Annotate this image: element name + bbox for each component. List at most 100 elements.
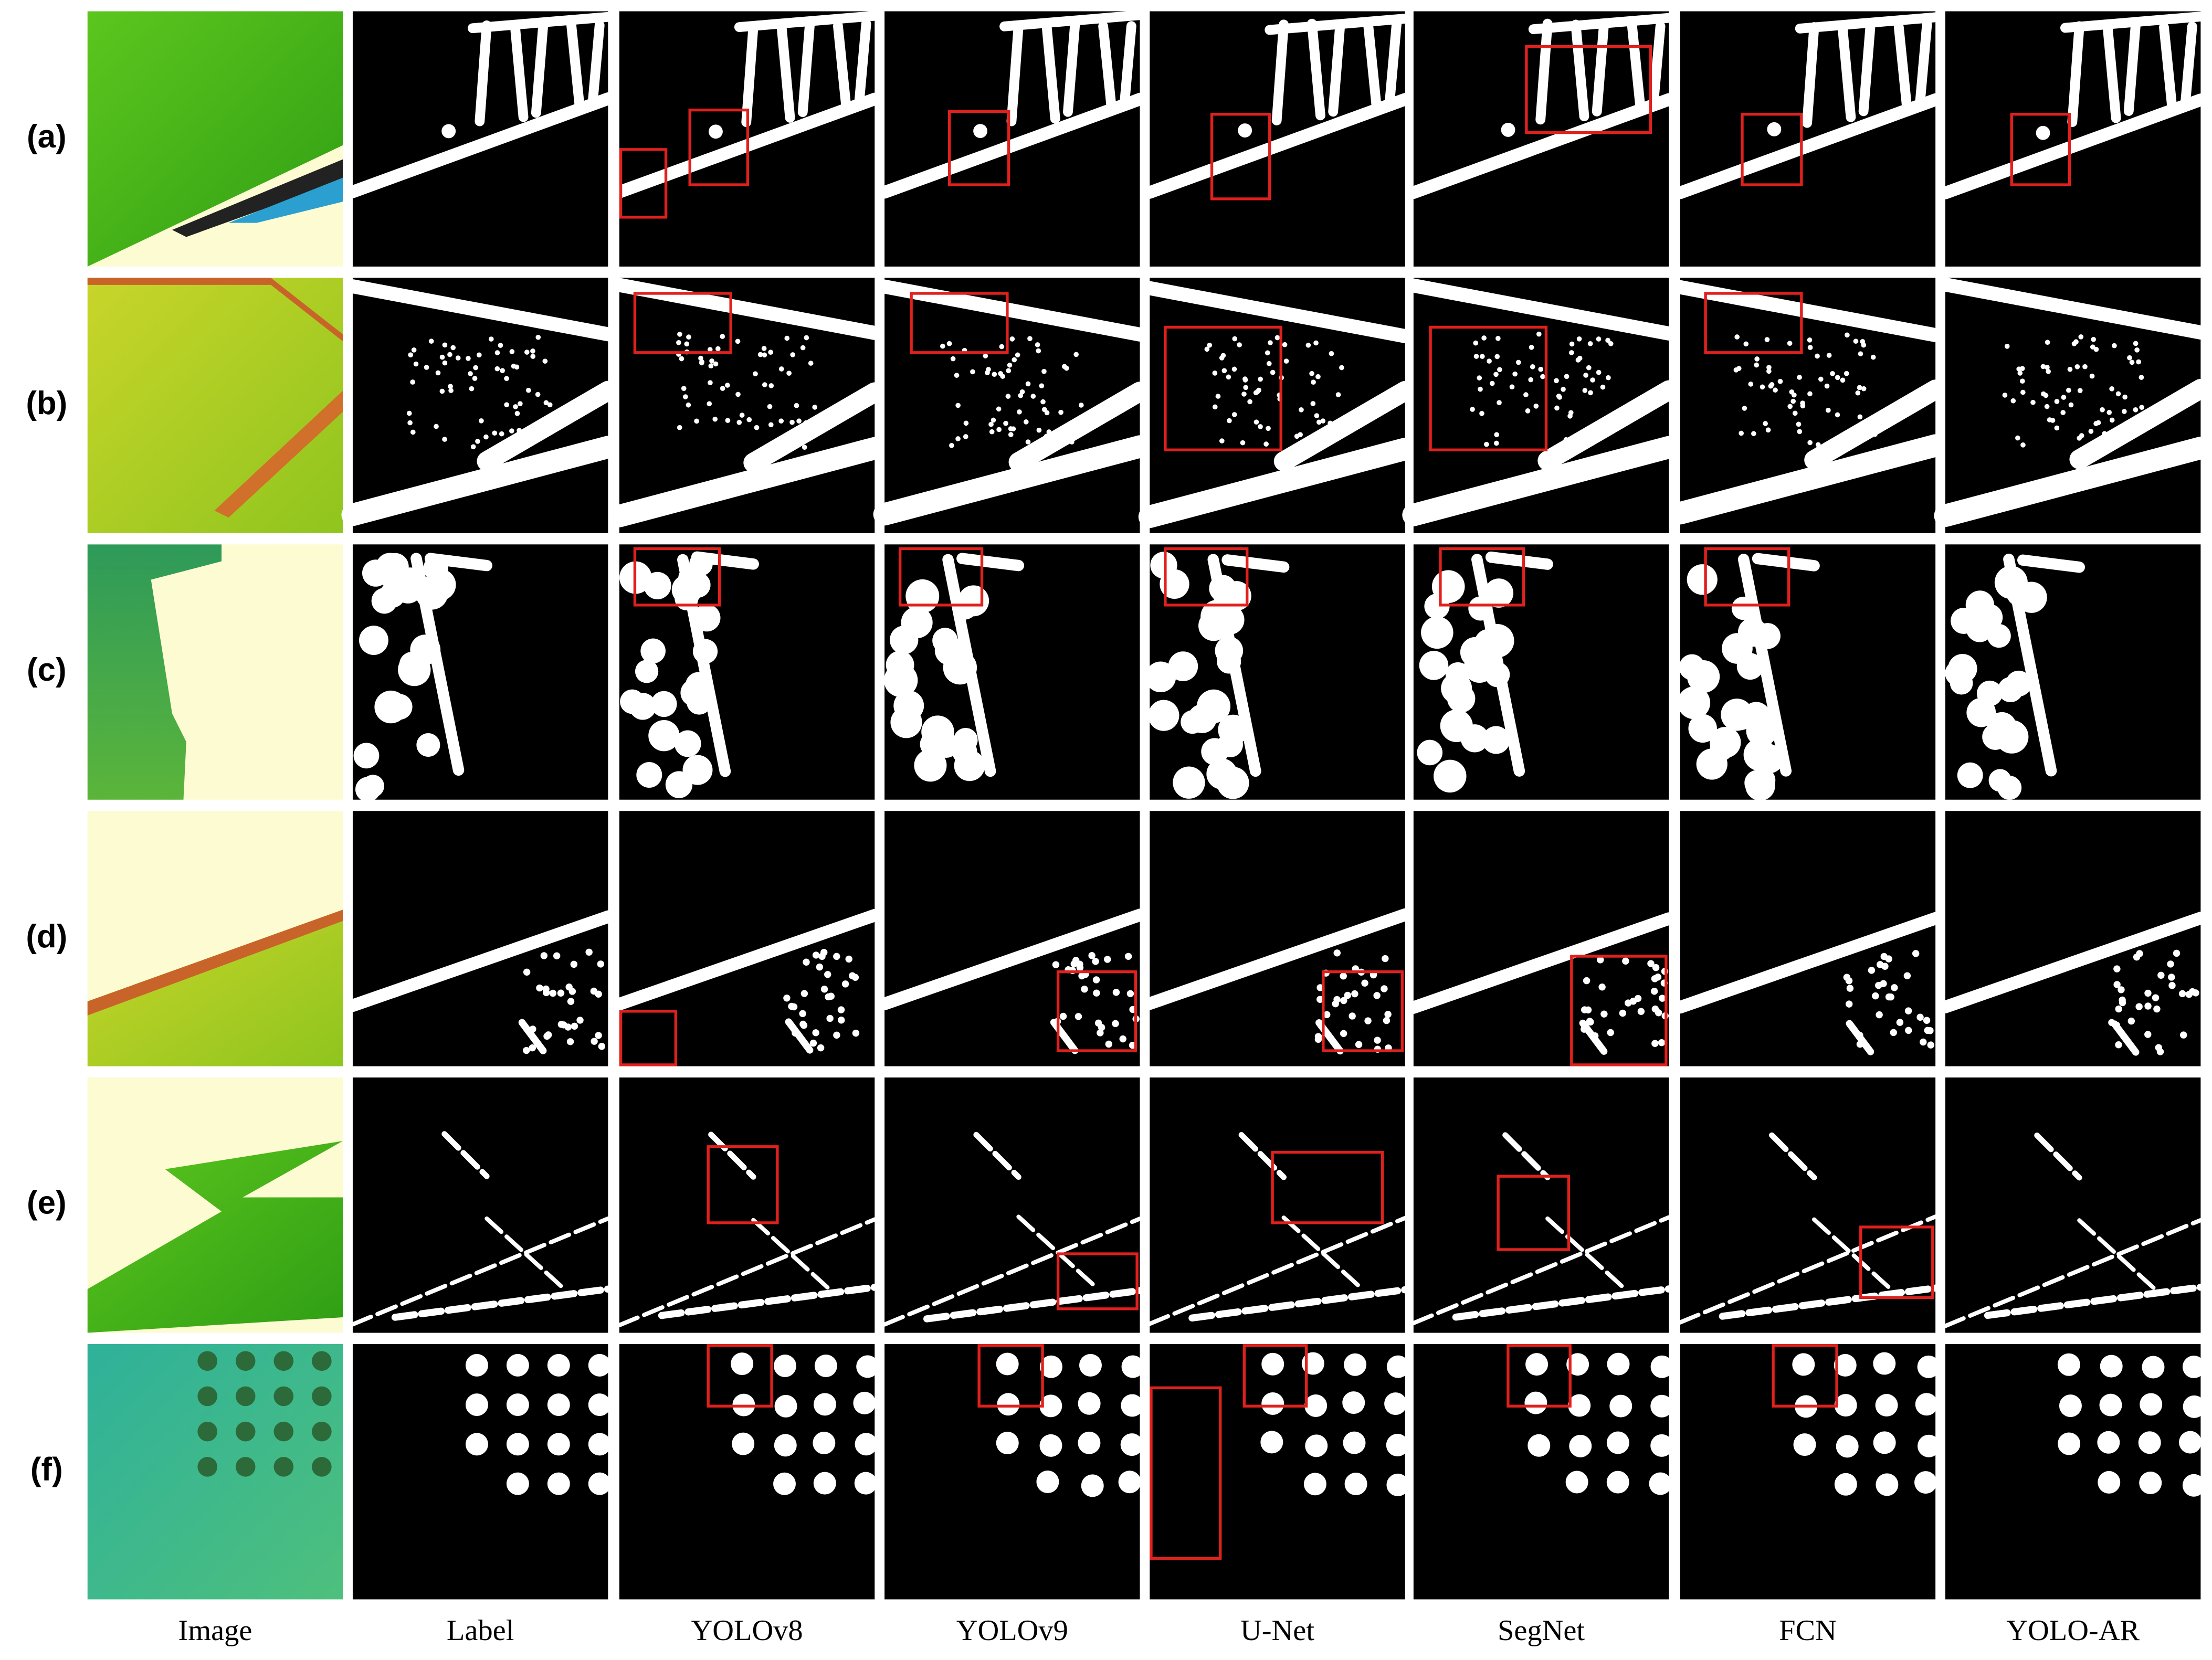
mask-blob [802, 445, 807, 450]
mask-blob [1329, 351, 1334, 356]
mask-blob [1743, 738, 1776, 771]
mask-blob [1957, 762, 1983, 788]
mask-stroke [391, 1285, 612, 1321]
mask-blob [1528, 377, 1534, 383]
mask-stroke [345, 279, 615, 342]
mask-blob [686, 402, 691, 408]
mask-blob [588, 1393, 611, 1416]
mask-blob [1687, 660, 1720, 693]
mask-blob [1766, 365, 1772, 371]
mask-blob [543, 400, 549, 406]
mask-blob [1240, 440, 1246, 446]
cell [1939, 11, 2207, 267]
mask-blob [598, 1043, 606, 1050]
mask-blob [890, 706, 922, 738]
mask-bg [352, 1344, 608, 1600]
mask-blob [955, 403, 961, 408]
mask-blob [1328, 420, 1333, 426]
mask-blob [1215, 394, 1221, 399]
mask-blob [1877, 961, 1884, 968]
column-label: YOLOv8 [691, 1614, 803, 1647]
mask-blob [2020, 389, 2026, 395]
mask-bg [884, 1077, 1140, 1333]
mask-blob [1584, 1006, 1592, 1014]
mask-blob [1912, 950, 1920, 957]
mask-blob [371, 588, 397, 614]
mask-blob [2139, 375, 2144, 380]
terrain [87, 278, 343, 342]
column-label: Label [447, 1614, 514, 1647]
mask-blob [588, 1472, 611, 1495]
highlight-box [707, 1145, 779, 1224]
mask-stroke [1407, 912, 1676, 1014]
mask-blob [1344, 1473, 1367, 1496]
mask-blob [1857, 385, 1862, 390]
mask-blob [1263, 441, 1269, 447]
cell [1150, 1344, 1409, 1600]
column-label: YOLO-AR [2006, 1614, 2140, 1647]
mask-blob [2136, 359, 2141, 365]
mask-blob [1845, 1000, 1853, 1008]
mask-blob [851, 974, 859, 981]
mask-blob [1266, 361, 1272, 366]
mask-blob [1734, 334, 1740, 340]
mask-stroke [751, 1218, 833, 1293]
mask-blob [1602, 432, 1607, 438]
mask-blob [1834, 1394, 1857, 1417]
mask-blob [1965, 590, 1995, 619]
mask-blob [469, 386, 475, 392]
mask-blob [557, 989, 565, 997]
mask-blob [774, 1434, 797, 1457]
mask-stroke [1384, 19, 1402, 108]
mask-blob [1308, 439, 1313, 445]
mask-blob [856, 1355, 879, 1378]
mask-blob [1587, 436, 1592, 441]
mask-blob [746, 417, 752, 422]
mask-blob [1311, 379, 1316, 385]
mask-blob [1340, 1030, 1347, 1038]
mask-blob [852, 1029, 860, 1037]
mask-stroke [923, 1287, 1144, 1323]
mask-blob [1873, 1352, 1896, 1375]
mask-blob [2078, 334, 2084, 340]
highlight-box [910, 292, 1009, 354]
mask-blob [470, 444, 476, 450]
mask-stroke [956, 553, 1025, 572]
mask-blob [1009, 336, 1015, 342]
mask-blob [1994, 566, 2028, 599]
mask-blob [1609, 1394, 1632, 1418]
cell [87, 811, 343, 1066]
mask-blob [1844, 371, 1849, 376]
mask-blob [768, 350, 773, 355]
mask-blob [1538, 366, 1544, 372]
mask-blob [585, 948, 593, 956]
mask-blob [1482, 726, 1510, 754]
highlight-box [1322, 970, 1404, 1052]
mask-blob [1258, 376, 1263, 382]
mask-blob [2046, 368, 2051, 374]
mask-blob [1860, 426, 1866, 431]
highlight-box [1271, 1150, 1384, 1224]
mask-blob [1148, 700, 1179, 731]
mask-blob [1855, 390, 1861, 396]
mask-blob [1515, 360, 1521, 365]
mask-blob [2168, 982, 2176, 989]
mask-blob [1035, 342, 1040, 347]
mask-blob [784, 335, 790, 341]
mask-blob [1696, 748, 1728, 780]
mask-blob [1861, 430, 1867, 436]
mask-blob [693, 604, 721, 632]
mask-blob [1075, 1013, 1082, 1020]
mask-blob [725, 383, 730, 388]
mask-blob [1856, 1031, 1863, 1039]
mask-blob [1217, 732, 1243, 757]
highlight-box [1772, 1344, 1838, 1408]
mask-blob [1434, 759, 1467, 793]
highlight-box [1056, 1252, 1139, 1310]
mask-blob [1261, 1352, 1284, 1376]
mask-stroke [1673, 912, 1942, 1014]
mask-blob [735, 392, 741, 397]
cell [1680, 1344, 1940, 1600]
mask-blob [1298, 432, 1303, 438]
mask-blob [837, 1017, 845, 1024]
